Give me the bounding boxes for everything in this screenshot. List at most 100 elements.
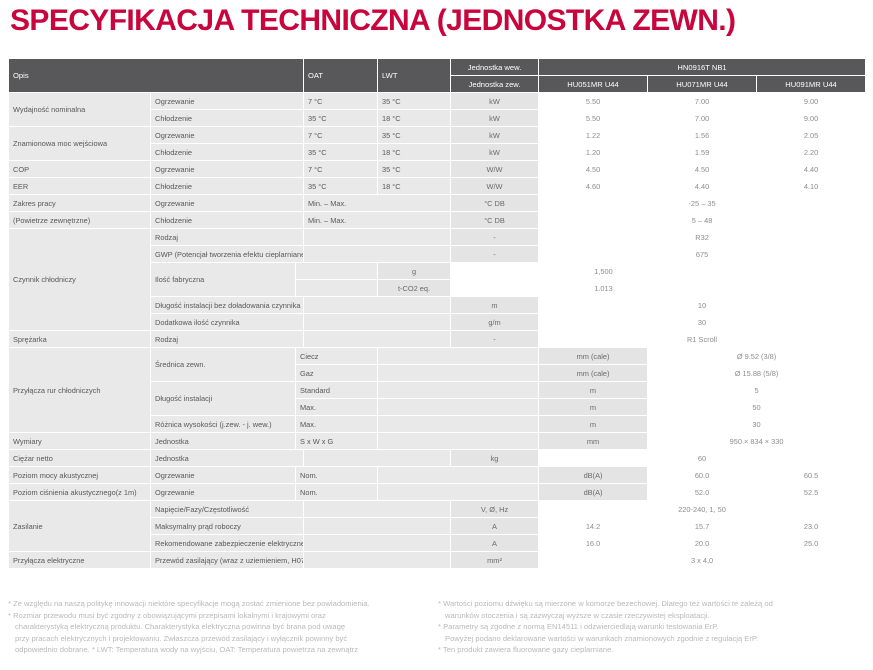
table-row: Ilość fabryczna g 1,500 xyxy=(9,262,866,297)
table-row: Chłodzenie 35 °C 18 °C kW 5.50 7.00 9.00 xyxy=(9,109,867,127)
row-oat-value: 35 °C xyxy=(303,177,379,195)
row-model-value: 4.40 xyxy=(756,160,867,178)
row-sub-label: Chłodzenie xyxy=(149,143,305,161)
row-unit: mm² xyxy=(450,551,540,569)
row-merged-value: R32 xyxy=(538,228,867,246)
row-sub-label: Jednostka xyxy=(150,432,296,450)
row-group-label: COP xyxy=(8,160,151,178)
table-row: Znamionowa moc wejściowa Ogrzewanie 7 °C 35… xyxy=(8,126,867,161)
row-oat-value xyxy=(303,534,452,552)
row-model-value: 7.00 xyxy=(647,92,758,110)
table-row: Sprężarka Rodzaj - R1 Scroll xyxy=(8,330,867,348)
row-oat-value xyxy=(303,551,452,569)
footnote-line: * Wartości poziomu dźwięku są mierzone w… xyxy=(438,599,773,608)
row-oat-value: 7 °C xyxy=(303,160,379,178)
row-sub-label: Ogrzewanie xyxy=(149,92,305,110)
table-row: GWP (Potencjał tworzenia efektu cieplarn… xyxy=(9,245,867,263)
row-sub2-label: S x W x G xyxy=(294,432,379,450)
row-merged-value: 950 × 834 × 330 xyxy=(647,432,867,450)
row-sub2-label: Max. xyxy=(294,415,379,433)
row-unit: kW xyxy=(450,126,540,144)
row-unit: W/W xyxy=(450,160,540,178)
row-lwt-value: 35 °C xyxy=(377,160,452,178)
row-unit: kg xyxy=(450,449,540,467)
row-sub-label: GWP (Potencjał tworzenia efektu cieplarn… xyxy=(149,245,305,263)
row-oat-value xyxy=(303,245,452,263)
page-title: SPECYFIKACJA TECHNICZNA (JEDNOSTKA ZEWN.… xyxy=(10,4,736,37)
row-unit: A xyxy=(450,517,540,535)
row-oat-value xyxy=(303,330,452,348)
row-merged-value: Ø 15.88 (5/8) xyxy=(647,364,867,382)
table-row: Czynnik chłodniczy Rodzaj - R32 xyxy=(8,228,867,331)
row-model-value: 52.5 xyxy=(756,483,867,501)
row-oat-value xyxy=(377,381,540,399)
row-merged-value: 3 x 4,0 xyxy=(538,551,867,569)
row-sub2-label: Standard xyxy=(294,381,379,399)
row-merged-value: 1.013 xyxy=(450,279,758,297)
row-merged-value: 1,500 xyxy=(450,262,758,280)
header-lwt: LWT xyxy=(377,58,452,93)
row-group-label: Wymiary xyxy=(8,432,151,450)
row-oat-value xyxy=(377,483,540,501)
row-unit: kW xyxy=(450,109,540,127)
footnote-line: odpowiednio dobrane. * LWT: Temperatura … xyxy=(15,645,359,655)
row-oat-value: Min. – Max. xyxy=(303,194,452,212)
row-model-value: 2.20 xyxy=(756,143,867,161)
row-model-value: 4.40 xyxy=(647,177,758,195)
row-unit: g/m xyxy=(450,313,540,331)
row-unit: A xyxy=(450,534,540,552)
row-merged-value: -25 – 35 xyxy=(538,194,867,212)
row-group-label: Poziom mocy akustycznej xyxy=(8,466,151,484)
table-row: Różnica wysokości (j.zew. - j. wew.) Max.… xyxy=(9,415,867,433)
row-lwt-value: 35 °C xyxy=(377,92,452,110)
row-unit: °C DB xyxy=(450,194,540,212)
row-unit: kW xyxy=(450,92,540,110)
row-lwt-value: 18 °C xyxy=(377,177,452,195)
row-oat-value xyxy=(303,517,452,535)
row-sub-label: Długość instalacji xyxy=(150,381,296,416)
row-group-label: Ciężar netto xyxy=(8,449,151,467)
row-unit: mm xyxy=(538,432,649,450)
row-sub-label: Jednostka xyxy=(149,449,305,467)
table-body: Wydajność nominalna Ogrzewanie 7 °C 35 °C kW… xyxy=(8,92,867,569)
row-merged-value: 30 xyxy=(538,313,867,331)
row-sub2-label: Ciecz xyxy=(294,347,379,365)
row-sub-label: Ogrzewanie xyxy=(149,160,305,178)
row-oat-value xyxy=(377,398,540,416)
table-row: Długość instalacji Standard m 5 xyxy=(9,381,867,416)
row-lwt-value: 35 °C xyxy=(377,126,452,144)
row-oat-value xyxy=(377,466,540,484)
row-group-label: Zakres pracy xyxy=(8,194,151,212)
row-model-value: 5.50 xyxy=(538,109,649,127)
row-oat-value xyxy=(377,347,540,365)
row-sub-label: Rekomendowane zabezpieczenie elektryczne xyxy=(149,534,305,552)
row-unit: m xyxy=(538,398,649,416)
row-model-value: 4.50 xyxy=(538,160,649,178)
row-lwt-value: 18 °C xyxy=(377,143,452,161)
row-oat-value xyxy=(294,262,379,280)
row-unit: t-CO2 eq. xyxy=(377,279,452,297)
table-row: Długość instalacji bez doładowania czynn… xyxy=(9,296,867,314)
table-row: Wydajność nominalna Ogrzewanie 7 °C 35 °C kW… xyxy=(8,92,867,127)
row-group-label: Przyłącza rur chłodniczych xyxy=(8,347,151,433)
footnotes-right: * Wartości poziomu dźwięku są mierzone w… xyxy=(438,598,868,656)
row-unit: m xyxy=(538,415,649,433)
row-oat-value: 7 °C xyxy=(303,126,379,144)
row-model-value: 1.56 xyxy=(647,126,758,144)
row-group-label: Zasilanie xyxy=(8,500,151,552)
table-row: Przyłącza elektryczne Przewód zasilający … xyxy=(8,551,867,569)
table-row: Max. m 50 xyxy=(9,398,867,416)
row-sub-label: Chłodzenie xyxy=(149,177,305,195)
row-unit: - xyxy=(450,228,540,246)
row-sub-label: Ogrzewanie xyxy=(150,466,296,484)
technical-spec-table: Opis OAT LWT Jednostka wew. HN0916T NB1 … xyxy=(7,58,867,569)
row-sub2-label: Nom. xyxy=(294,466,379,484)
footnote-line: charakterystyką elektryczną produktu. Ch… xyxy=(15,622,346,632)
row-merged-value: 5 – 48 xyxy=(538,211,867,229)
row-sub2-label: Gaz xyxy=(294,364,379,382)
header-model-3: HU091MR U44 xyxy=(756,75,867,93)
footnote-line: * Parametry są zgodne z normą EN14511 i … xyxy=(438,622,719,632)
table-row: Poziom ciśnienia akustycznego(z 1m) Ogrze… xyxy=(8,483,867,501)
row-model-value: 52.0 xyxy=(647,483,758,501)
header-oat: OAT xyxy=(303,58,379,93)
